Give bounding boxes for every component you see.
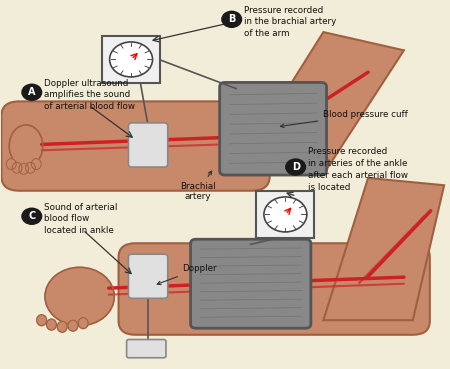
Circle shape bbox=[222, 11, 242, 27]
Ellipse shape bbox=[19, 163, 29, 174]
FancyBboxPatch shape bbox=[190, 239, 311, 328]
FancyBboxPatch shape bbox=[220, 82, 327, 175]
Circle shape bbox=[110, 42, 153, 77]
Text: Doppler: Doppler bbox=[157, 264, 217, 284]
Ellipse shape bbox=[12, 162, 22, 173]
Ellipse shape bbox=[45, 267, 114, 326]
Circle shape bbox=[22, 208, 42, 224]
FancyBboxPatch shape bbox=[126, 339, 166, 358]
FancyBboxPatch shape bbox=[118, 243, 430, 335]
Ellipse shape bbox=[46, 319, 56, 330]
Ellipse shape bbox=[6, 159, 16, 170]
Text: Sound of arterial
blood flow
located in ankle: Sound of arterial blood flow located in … bbox=[44, 203, 117, 235]
Text: A: A bbox=[28, 87, 36, 97]
Ellipse shape bbox=[37, 315, 46, 326]
Ellipse shape bbox=[26, 162, 36, 173]
Circle shape bbox=[264, 197, 307, 232]
FancyBboxPatch shape bbox=[256, 191, 315, 238]
Ellipse shape bbox=[57, 321, 67, 332]
Text: Pressure recorded
in the brachial artery
of the arm: Pressure recorded in the brachial artery… bbox=[244, 6, 337, 38]
Circle shape bbox=[286, 159, 306, 175]
Circle shape bbox=[22, 84, 42, 100]
Text: Pressure recorded
in arteries of the ankle
after each arterial flow
is located: Pressure recorded in arteries of the ank… bbox=[308, 147, 408, 192]
FancyBboxPatch shape bbox=[1, 101, 270, 191]
Ellipse shape bbox=[32, 159, 41, 170]
Text: D: D bbox=[292, 162, 300, 172]
Ellipse shape bbox=[9, 125, 43, 167]
FancyBboxPatch shape bbox=[102, 36, 160, 83]
FancyBboxPatch shape bbox=[128, 254, 168, 298]
Text: Doppler ultrasound
amplifies the sound
of arterial blood flow: Doppler ultrasound amplifies the sound o… bbox=[44, 79, 135, 111]
Polygon shape bbox=[234, 32, 404, 174]
Text: Brachial
artery: Brachial artery bbox=[180, 171, 216, 201]
Text: C: C bbox=[28, 211, 36, 221]
Ellipse shape bbox=[78, 318, 88, 328]
FancyBboxPatch shape bbox=[128, 123, 168, 167]
Text: B: B bbox=[228, 14, 235, 24]
Ellipse shape bbox=[68, 320, 78, 331]
Polygon shape bbox=[324, 178, 444, 320]
Text: Blood pressure cuff: Blood pressure cuff bbox=[280, 110, 408, 128]
